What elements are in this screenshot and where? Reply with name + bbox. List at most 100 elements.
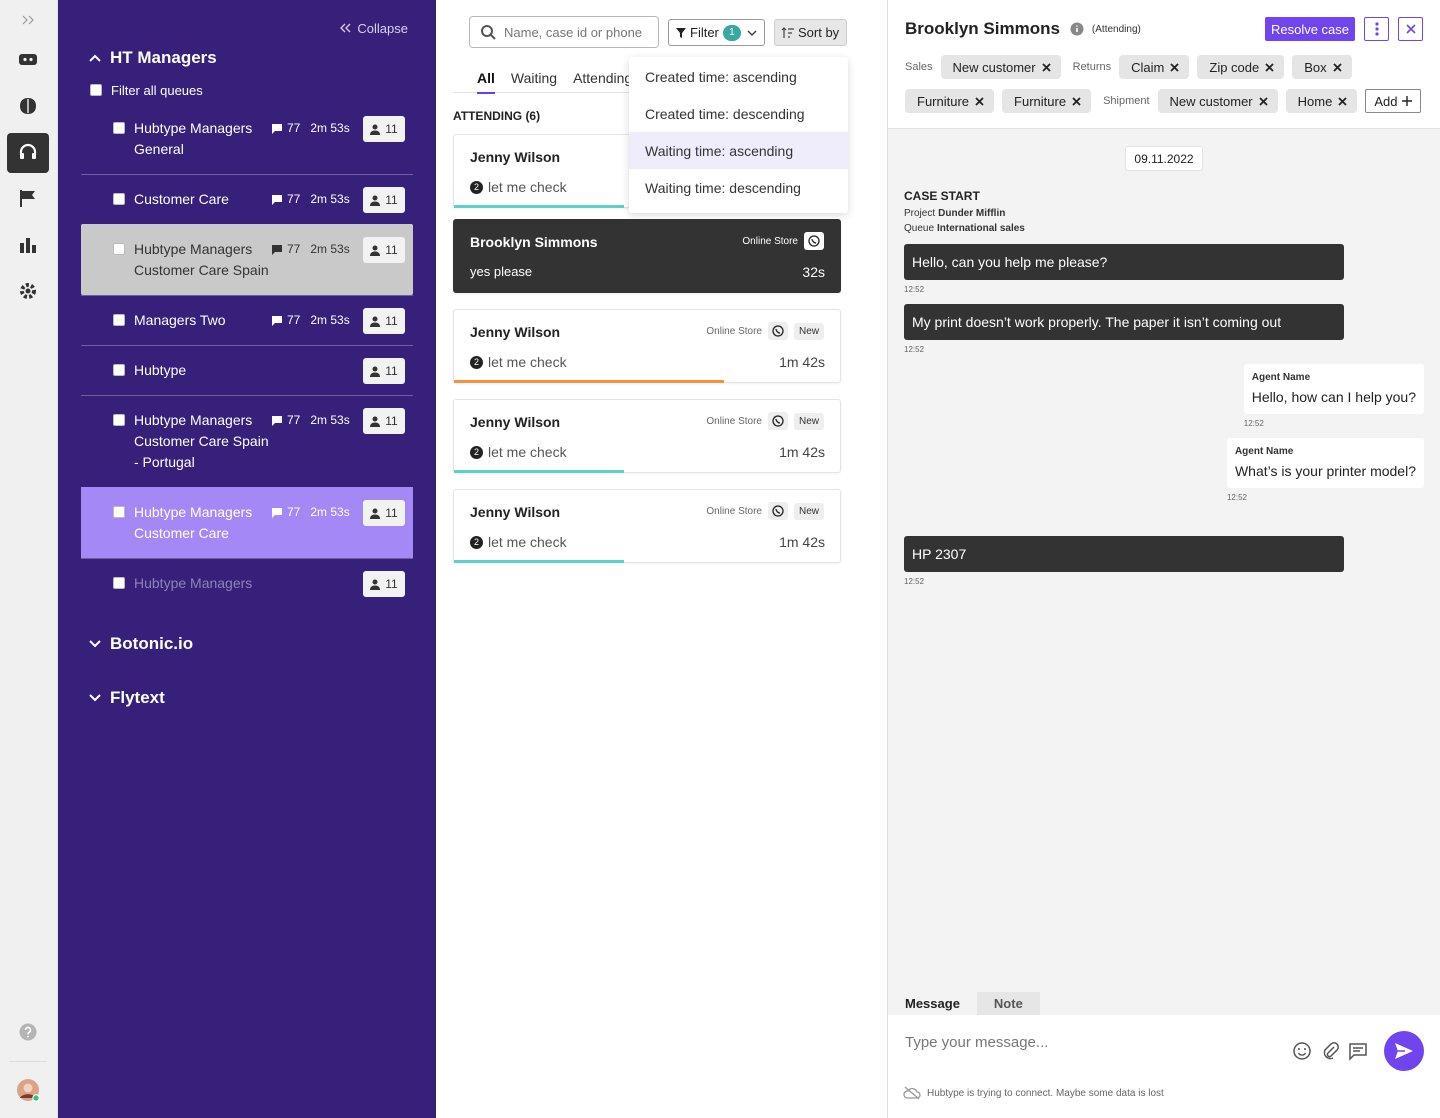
tag-chip[interactable]: Claim xyxy=(1119,55,1190,79)
checkbox[interactable] xyxy=(113,193,125,205)
tab[interactable]: All xyxy=(477,62,495,94)
queue-agents[interactable]: 11 xyxy=(363,500,405,526)
tab[interactable]: Waiting xyxy=(510,69,558,86)
queue-agents[interactable]: 11 xyxy=(363,187,405,213)
queue-group-header-part-part xyxy=(89,640,101,648)
checkbox[interactable] xyxy=(113,122,125,134)
tag-chip[interactable]: Zip code xyxy=(1197,55,1285,79)
queue-agents[interactable]: 11 xyxy=(363,116,405,142)
info-icon-part xyxy=(1070,22,1084,36)
case-card[interactable]: Brooklyn Simmons yes please 32s Online Stor… xyxy=(453,219,841,293)
remove-icon[interactable] xyxy=(1072,96,1081,106)
queue-row[interactable]: Hubtype Managers General 77 2m 53s 11 xyxy=(81,113,413,174)
queue-agents[interactable]: 11 xyxy=(363,408,405,434)
queue-agents[interactable]: 11 xyxy=(363,358,405,384)
nav-icon[interactable] xyxy=(7,1070,49,1110)
search-box[interactable]: Name, case id or phone xyxy=(469,16,659,48)
remove-icon[interactable] xyxy=(1170,62,1180,72)
nav-icon[interactable] xyxy=(7,0,49,40)
remove-icon[interactable] xyxy=(1333,62,1342,72)
plus-icon-part xyxy=(1402,96,1413,106)
tag-chip[interactable]: Furniture xyxy=(1002,89,1092,113)
checkbox[interactable] xyxy=(113,506,125,518)
remove-icon[interactable] xyxy=(1338,96,1347,106)
add-tag-button[interactable]: Add xyxy=(1365,89,1422,113)
message-wrap: HP 2307 12:52 xyxy=(904,536,1424,586)
remove-icon-part-part xyxy=(1170,62,1180,72)
chat-icon-part xyxy=(272,315,282,326)
nav-icon[interactable] xyxy=(7,225,49,265)
checkbox[interactable] xyxy=(113,414,125,426)
sort-option[interactable]: Created time: descending xyxy=(645,105,805,122)
queue-row[interactable]: Hubtype Managers Customer Care 77 2m 53s 11 xyxy=(81,487,413,558)
templates-button[interactable] xyxy=(1348,1041,1368,1066)
tag-chip[interactable]: New customer xyxy=(940,55,1061,79)
emoji-button-part xyxy=(1293,1042,1311,1060)
sort-button[interactable]: Sort by xyxy=(774,19,847,46)
unread-badge: 2 xyxy=(470,535,483,549)
attach-button[interactable] xyxy=(1320,1041,1340,1066)
queue-row[interactable]: Hubtype Managers Customer Care Spain - P… xyxy=(81,395,413,487)
checkbox[interactable] xyxy=(113,364,125,376)
checkbox[interactable] xyxy=(90,84,102,96)
case-card[interactable]: Jenny Wilson 2 let me check 1m 42s Online St… xyxy=(453,309,841,383)
checkbox[interactable] xyxy=(113,243,125,255)
remove-icon[interactable] xyxy=(1265,62,1274,72)
collapse-button[interactable]: Collapse xyxy=(58,16,436,40)
tag-chip[interactable]: Furniture xyxy=(905,89,995,113)
more-button[interactable] xyxy=(1364,17,1389,41)
nav-icon[interactable] xyxy=(7,1012,49,1052)
queue-agents[interactable]: 11 xyxy=(363,237,405,263)
nav-icon[interactable] xyxy=(7,178,49,218)
remove-icon[interactable] xyxy=(975,96,984,106)
queue-agents-part-part xyxy=(370,130,381,135)
tag-chip[interactable]: Home xyxy=(1285,89,1358,113)
case-card[interactable]: Jenny Wilson 2 let me check 1m 42s Online St… xyxy=(453,399,841,473)
message-bubble: Agent Name What’s is your printer model? xyxy=(1226,438,1424,488)
sort-option[interactable]: Waiting time: descending xyxy=(645,179,801,196)
chat-icon-part-part xyxy=(272,507,282,518)
nav-icon[interactable] xyxy=(7,133,49,173)
sort-option[interactable]: Created time: ascending xyxy=(645,68,797,85)
queue-agents-part xyxy=(370,316,381,327)
nav-icon[interactable] xyxy=(7,271,49,311)
queue-agents[interactable]: 11 xyxy=(363,308,405,334)
chat-icon-part xyxy=(272,194,282,205)
close-button-part-part xyxy=(1405,24,1416,34)
nav-icon[interactable] xyxy=(7,86,49,126)
send-button[interactable] xyxy=(1384,1031,1424,1071)
message-bubble: My print doesn’t work properly. The pape… xyxy=(904,304,1344,340)
message-input[interactable]: Type your message... xyxy=(905,1034,1049,1051)
nav-icon[interactable] xyxy=(7,40,49,80)
remove-icon[interactable] xyxy=(1041,62,1051,72)
queue-row[interactable]: Hubtype Managers Customer Care Spain 77 2m… xyxy=(81,224,413,295)
composer-tab[interactable]: Note xyxy=(976,992,1040,1015)
queue-row[interactable]: Hubtype Managers 11 xyxy=(81,558,413,608)
checkbox[interactable] xyxy=(113,577,125,589)
tab[interactable]: Attending xyxy=(573,69,633,86)
case-card[interactable]: Jenny Wilson 2 let me check 1m 42s Online St… xyxy=(453,489,841,563)
queue-row[interactable]: Hubtype 11 xyxy=(81,345,413,395)
queue-row[interactable]: Customer Care 77 2m 53s 11 xyxy=(81,174,413,224)
emoji-button[interactable] xyxy=(1292,1041,1312,1066)
close-button[interactable] xyxy=(1398,17,1423,41)
remove-icon[interactable] xyxy=(1258,96,1268,106)
queue-group-header[interactable]: HT Managers xyxy=(58,40,436,76)
sort-option[interactable]: Waiting time: ascending xyxy=(629,132,848,169)
tag-chip[interactable]: New customer xyxy=(1157,89,1278,113)
nav-icon-part-part xyxy=(32,1094,40,1102)
filter-button[interactable]: Filter 1 xyxy=(668,19,765,46)
tag-chip-label: Box xyxy=(1304,59,1327,75)
resolve-button[interactable]: Resolve case xyxy=(1265,17,1355,41)
remove-icon-part xyxy=(1333,62,1342,72)
queue-row[interactable]: Managers Two 77 2m 53s 11 xyxy=(81,295,413,345)
queue-group-header[interactable]: Botonic.io xyxy=(58,626,436,662)
nav-icon-part-part xyxy=(20,283,36,299)
tag-chip[interactable]: Box xyxy=(1292,55,1352,79)
filter-all-row[interactable]: Filter all queues xyxy=(58,76,436,104)
queue-group-header[interactable]: Flytext xyxy=(58,680,436,716)
checkbox[interactable] xyxy=(113,314,125,326)
chat-icon-part-part xyxy=(272,415,282,426)
composer-tab[interactable]: Message xyxy=(888,992,977,1015)
queue-agents[interactable]: 11 xyxy=(363,571,405,597)
